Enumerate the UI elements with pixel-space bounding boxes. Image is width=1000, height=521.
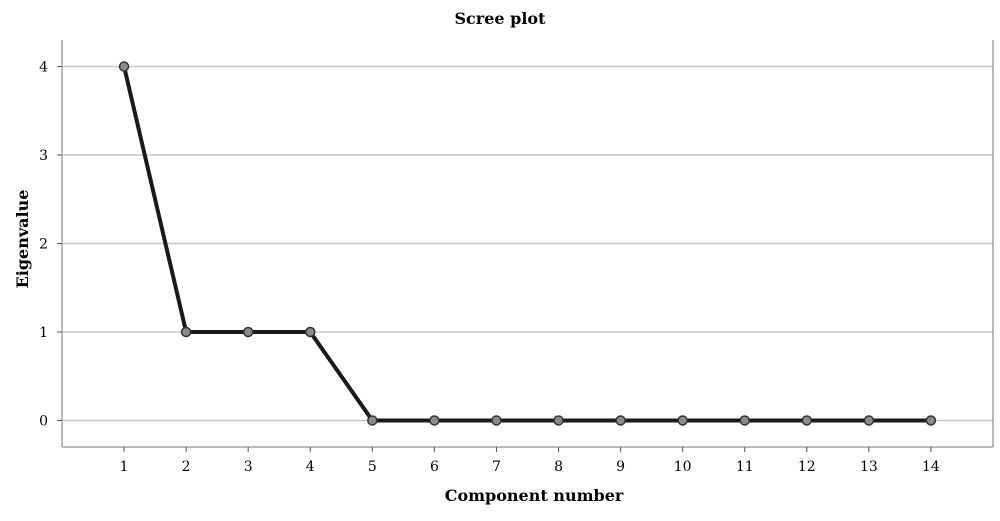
y-axis-tick-labels: 0 1 2 3 4 (39, 60, 48, 430)
data-point-2 (180, 326, 192, 338)
x-tick-label-8: 8 (554, 459, 563, 475)
data-point-13 (863, 415, 875, 426)
series-line (122, 66, 931, 423)
data-point-3 (242, 326, 254, 338)
x-tick-label-6: 6 (430, 459, 439, 475)
x-tick-label-13: 13 (860, 459, 878, 475)
data-point-11 (739, 415, 750, 426)
chart-title: Scree plot (455, 9, 547, 28)
eigenvalue-series (118, 61, 937, 426)
x-axis-tick-labels: 1 2 3 4 5 6 7 8 9 10 11 12 13 14 (120, 459, 940, 475)
data-point-10 (677, 415, 688, 426)
y-tick-label-0: 0 (39, 413, 48, 429)
data-point-14 (925, 415, 937, 426)
x-tick-label-3: 3 (244, 459, 253, 475)
x-axis-label: Component number (445, 486, 624, 505)
x-tick-label-10: 10 (674, 459, 692, 475)
x-tick-label-2: 2 (182, 459, 191, 475)
gridlines (62, 65, 993, 422)
x-tick-label-1: 1 (120, 459, 129, 475)
x-tick-label-14: 14 (922, 459, 940, 475)
y-tick-label-1: 1 (39, 325, 48, 341)
data-point-7 (491, 415, 502, 426)
y-tick-label-4: 4 (39, 60, 48, 76)
x-tick-label-5: 5 (368, 459, 377, 475)
data-point-8 (553, 415, 564, 426)
data-point-5 (367, 415, 378, 426)
x-tick-label-12: 12 (798, 459, 816, 475)
data-point-1 (118, 61, 130, 72)
x-tick-label-9: 9 (616, 459, 625, 475)
x-tick-label-4: 4 (306, 459, 315, 475)
axes (57, 40, 994, 452)
data-point-6 (429, 415, 440, 426)
y-axis-label: Eigenvalue (13, 190, 32, 289)
y-tick-label-3: 3 (39, 148, 48, 164)
x-tick-label-7: 7 (492, 459, 501, 475)
x-tick-label-11: 11 (736, 459, 754, 475)
y-tick-label-2: 2 (39, 237, 48, 253)
data-point-12 (801, 415, 813, 426)
data-point-4 (305, 326, 316, 338)
data-point-9 (615, 415, 626, 426)
